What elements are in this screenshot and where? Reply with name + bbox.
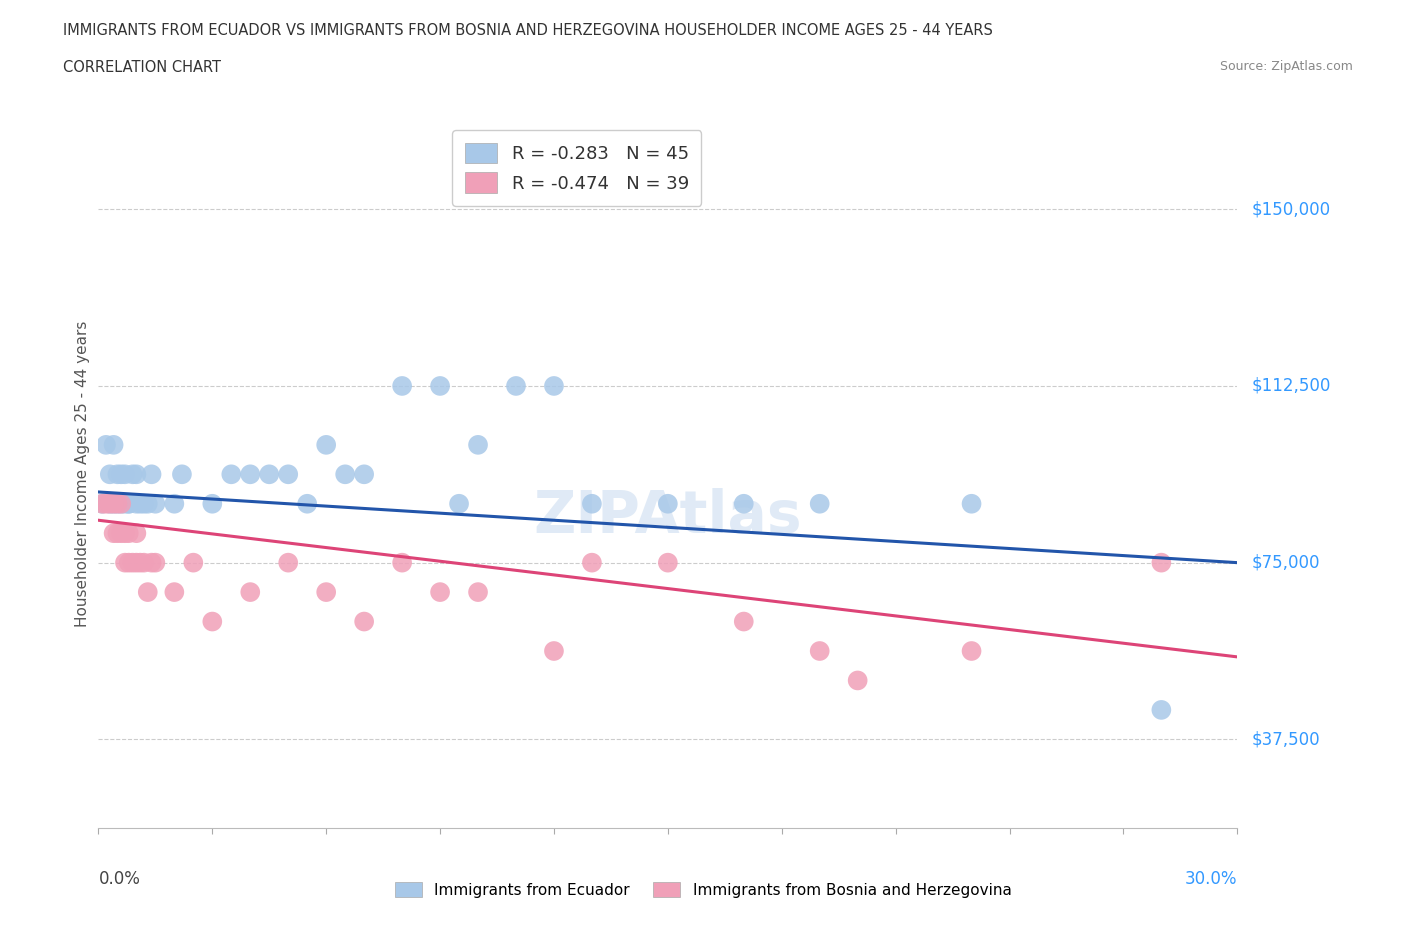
- Point: [1150, 702, 1173, 717]
- Point: [1150, 555, 1173, 570]
- Point: [145, 497, 167, 512]
- Point: [118, 555, 141, 570]
- Point: [114, 497, 136, 512]
- Point: [107, 467, 129, 482]
- Point: [581, 555, 603, 570]
- Point: [129, 497, 152, 512]
- Point: [315, 437, 337, 452]
- Point: [449, 497, 471, 512]
- Point: [808, 644, 831, 658]
- Point: [103, 437, 125, 452]
- Point: [429, 379, 451, 393]
- Point: [94, 497, 117, 512]
- Text: $37,500: $37,500: [1251, 730, 1320, 749]
- Point: [543, 379, 565, 393]
- Point: [391, 379, 413, 393]
- Point: [110, 497, 132, 512]
- Point: [107, 497, 129, 512]
- Point: [467, 437, 489, 452]
- Point: [221, 467, 243, 482]
- Point: [239, 585, 262, 600]
- Point: [808, 497, 831, 512]
- Point: [960, 644, 983, 658]
- Point: [103, 497, 125, 512]
- Point: [125, 525, 148, 540]
- Point: [239, 467, 262, 482]
- Point: [145, 555, 167, 570]
- Point: [335, 467, 357, 482]
- Text: CORRELATION CHART: CORRELATION CHART: [63, 60, 221, 75]
- Point: [121, 467, 143, 482]
- Point: [543, 644, 565, 658]
- Point: [467, 585, 489, 600]
- Point: [277, 555, 299, 570]
- Point: [91, 497, 114, 512]
- Text: 0.0%: 0.0%: [98, 870, 141, 888]
- Point: [110, 525, 132, 540]
- Point: [125, 497, 148, 512]
- Point: [118, 497, 141, 512]
- Point: [505, 379, 527, 393]
- Point: [733, 614, 755, 629]
- Point: [170, 467, 193, 482]
- Point: [103, 525, 125, 540]
- Point: [98, 497, 121, 512]
- Point: [201, 614, 224, 629]
- Point: [277, 467, 299, 482]
- Point: [114, 467, 136, 482]
- Point: [114, 555, 136, 570]
- Point: [98, 497, 121, 512]
- Point: [733, 497, 755, 512]
- Point: [129, 555, 152, 570]
- Point: [259, 467, 281, 482]
- Point: [846, 673, 869, 688]
- Point: [118, 497, 141, 512]
- Point: [132, 555, 155, 570]
- Legend: R = -0.283   N = 45, R = -0.474   N = 39: R = -0.283 N = 45, R = -0.474 N = 39: [451, 130, 702, 206]
- Point: [183, 555, 205, 570]
- Point: [107, 497, 129, 512]
- Point: [201, 497, 224, 512]
- Point: [118, 525, 141, 540]
- Point: [132, 497, 155, 512]
- Point: [125, 467, 148, 482]
- Text: $112,500: $112,500: [1251, 377, 1330, 395]
- Legend: Immigrants from Ecuador, Immigrants from Bosnia and Herzegovina: Immigrants from Ecuador, Immigrants from…: [388, 875, 1018, 904]
- Point: [297, 497, 319, 512]
- Point: [429, 585, 451, 600]
- Point: [98, 467, 121, 482]
- Point: [657, 497, 679, 512]
- Point: [91, 497, 114, 512]
- Point: [107, 525, 129, 540]
- Point: [141, 467, 163, 482]
- Point: [125, 555, 148, 570]
- Point: [960, 497, 983, 512]
- Text: Source: ZipAtlas.com: Source: ZipAtlas.com: [1219, 60, 1353, 73]
- Point: [581, 497, 603, 512]
- Point: [141, 555, 163, 570]
- Point: [94, 437, 117, 452]
- Y-axis label: Householder Income Ages 25 - 44 years: Householder Income Ages 25 - 44 years: [75, 321, 90, 628]
- Text: IMMIGRANTS FROM ECUADOR VS IMMIGRANTS FROM BOSNIA AND HERZEGOVINA HOUSEHOLDER IN: IMMIGRANTS FROM ECUADOR VS IMMIGRANTS FR…: [63, 23, 993, 38]
- Point: [110, 497, 132, 512]
- Point: [353, 467, 375, 482]
- Text: $75,000: $75,000: [1251, 553, 1320, 572]
- Point: [353, 614, 375, 629]
- Point: [121, 555, 143, 570]
- Text: 30.0%: 30.0%: [1185, 870, 1237, 888]
- Point: [315, 585, 337, 600]
- Point: [110, 467, 132, 482]
- Point: [163, 585, 186, 600]
- Point: [114, 525, 136, 540]
- Point: [136, 585, 159, 600]
- Point: [103, 497, 125, 512]
- Point: [657, 555, 679, 570]
- Text: ZIPAtlas: ZIPAtlas: [533, 488, 803, 545]
- Point: [391, 555, 413, 570]
- Text: $150,000: $150,000: [1251, 200, 1330, 219]
- Point: [136, 497, 159, 512]
- Point: [163, 497, 186, 512]
